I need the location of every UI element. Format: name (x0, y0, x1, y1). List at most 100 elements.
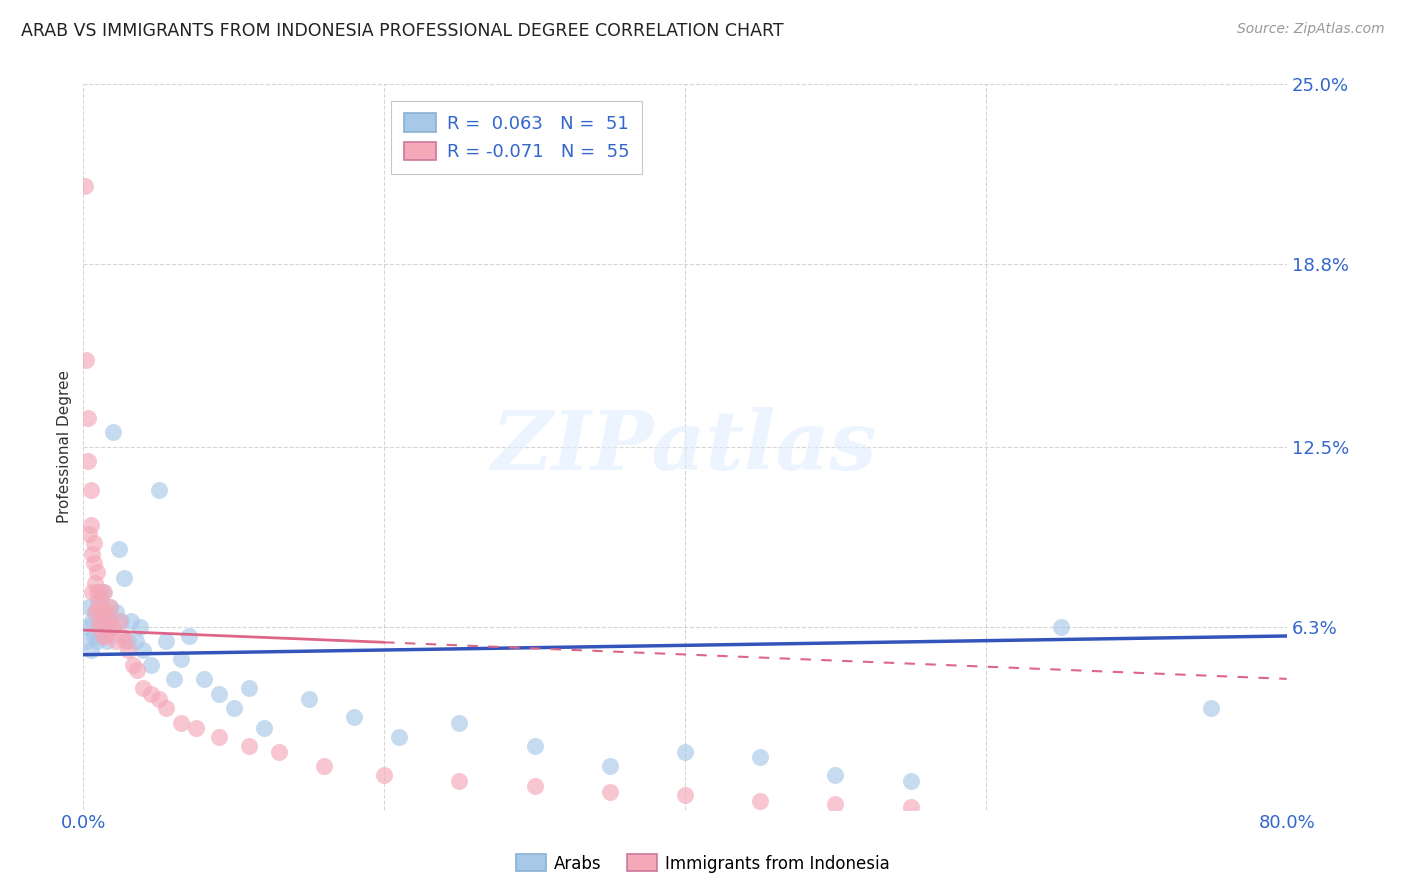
Point (177, 628, 200, 642)
Point (89, 585, 111, 599)
Point (103, 425, 125, 440)
Point (148, 483, 170, 498)
Point (90, 593, 112, 607)
Point (108, 541, 131, 556)
Point (523, 739, 546, 753)
Point (267, 745, 290, 759)
Point (76, 411, 98, 425)
Point (86, 634, 108, 648)
Point (139, 686, 162, 700)
Point (129, 620, 152, 634)
Point (312, 759, 335, 773)
Point (96, 620, 118, 634)
Point (83, 628, 105, 642)
Text: ARAB VS IMMIGRANTS FROM INDONESIA PROFESSIONAL DEGREE CORRELATION CHART: ARAB VS IMMIGRANTS FROM INDONESIA PROFES… (21, 22, 783, 40)
Point (749, 794, 772, 808)
Point (388, 730, 411, 744)
Point (114, 634, 136, 648)
Point (749, 750, 772, 764)
Point (120, 614, 142, 628)
Point (98, 599, 121, 614)
Point (103, 620, 125, 634)
Point (91, 585, 114, 599)
Point (900, 773, 922, 788)
Point (91, 628, 114, 642)
Point (76, 454, 98, 468)
Point (673, 788, 696, 802)
Point (208, 730, 231, 744)
Point (82, 547, 104, 561)
Point (97, 614, 120, 628)
Point (84, 576, 107, 591)
Point (238, 739, 260, 753)
Point (87, 593, 110, 607)
Point (84, 605, 107, 619)
Point (155, 634, 177, 648)
Point (139, 657, 162, 672)
Point (148, 692, 170, 706)
Point (89, 605, 111, 619)
Point (132, 643, 155, 657)
Point (90, 628, 112, 642)
Point (162, 672, 184, 686)
Point (125, 634, 148, 648)
Text: Source: ZipAtlas.com: Source: ZipAtlas.com (1237, 22, 1385, 37)
Point (76, 620, 98, 634)
Point (117, 634, 139, 648)
Point (193, 672, 215, 686)
Point (1050, 620, 1073, 634)
Point (599, 759, 621, 773)
Point (238, 681, 260, 695)
Point (132, 681, 155, 695)
Point (449, 773, 471, 788)
Point (87, 620, 110, 634)
Point (75, 353, 97, 368)
Point (80, 483, 103, 498)
Point (112, 570, 135, 584)
Point (82, 614, 104, 628)
Point (222, 701, 245, 715)
Point (127, 663, 149, 677)
Point (90, 614, 112, 628)
Point (117, 643, 139, 657)
Point (900, 799, 922, 814)
Point (105, 605, 128, 619)
Point (91, 605, 114, 619)
Point (98, 599, 121, 614)
Point (97, 614, 120, 628)
Point (155, 701, 177, 715)
Point (101, 620, 124, 634)
Point (599, 785, 621, 799)
Point (824, 768, 846, 782)
Point (108, 614, 131, 628)
Point (89, 614, 111, 628)
Point (83, 556, 105, 570)
Point (373, 768, 395, 782)
Point (86, 565, 108, 579)
Point (673, 745, 696, 759)
Point (184, 722, 207, 736)
Point (94, 605, 117, 619)
Point (84, 605, 107, 619)
Point (73, 178, 96, 193)
Point (93, 585, 115, 599)
Point (105, 634, 128, 648)
Y-axis label: Professional Degree: Professional Degree (58, 370, 72, 524)
Point (449, 715, 471, 730)
Point (75, 634, 97, 648)
Point (343, 710, 366, 724)
Point (96, 634, 118, 648)
Point (111, 628, 134, 642)
Point (110, 614, 132, 628)
Point (79, 527, 101, 541)
Point (170, 715, 193, 730)
Point (824, 797, 846, 811)
Point (80, 643, 103, 657)
Point (523, 780, 546, 794)
Point (94, 605, 117, 619)
Legend: Arabs, Immigrants from Indonesia: Arabs, Immigrants from Indonesia (509, 847, 897, 880)
Text: ZIPatlas: ZIPatlas (492, 407, 877, 487)
Point (87, 599, 110, 614)
Point (170, 651, 193, 665)
Point (94, 628, 117, 642)
